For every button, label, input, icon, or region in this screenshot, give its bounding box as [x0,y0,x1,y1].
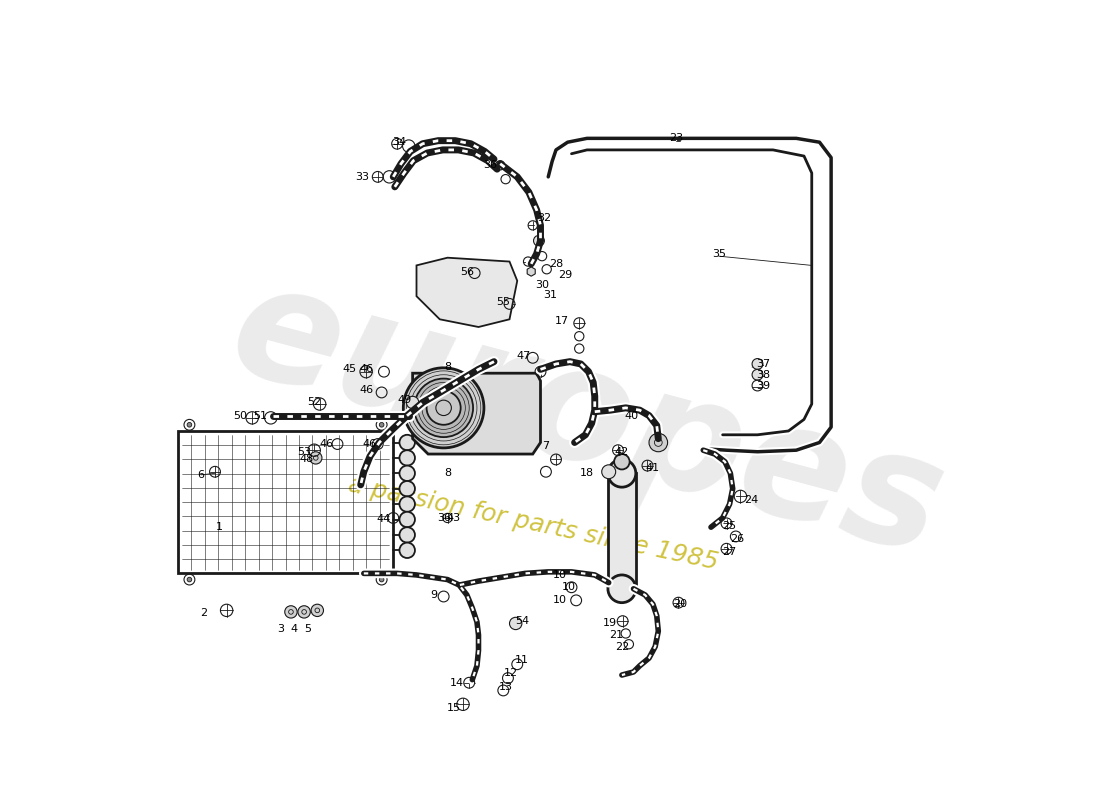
Polygon shape [412,373,540,454]
Circle shape [752,370,763,380]
Text: 49: 49 [398,395,412,405]
Circle shape [399,496,415,512]
Text: 51: 51 [253,410,267,421]
Text: 3: 3 [277,624,285,634]
Circle shape [309,452,322,464]
Text: 43: 43 [447,513,461,523]
Text: 33: 33 [355,172,370,182]
Text: 31: 31 [542,290,557,300]
Circle shape [399,435,415,450]
Text: 46: 46 [360,364,374,374]
Text: 18: 18 [580,468,594,478]
Text: 11: 11 [515,654,529,665]
Circle shape [406,396,419,409]
Text: 8: 8 [444,468,451,478]
Text: 47: 47 [516,351,530,362]
Circle shape [608,459,636,487]
Text: 22: 22 [615,642,629,651]
Text: 28: 28 [549,259,563,269]
Text: 8: 8 [444,362,451,372]
Circle shape [614,454,629,470]
Circle shape [415,378,473,437]
Text: 45: 45 [343,364,356,374]
Text: 36: 36 [483,160,497,170]
Text: 26: 26 [730,534,745,544]
Text: 27: 27 [722,547,736,557]
Text: 6: 6 [198,470,205,480]
Text: 15: 15 [447,703,461,713]
Text: 17: 17 [556,316,570,326]
Text: 19: 19 [603,618,617,629]
Text: 21: 21 [609,630,624,640]
Polygon shape [417,258,517,327]
Text: 56: 56 [460,266,474,277]
Circle shape [399,450,415,466]
Circle shape [399,512,415,527]
Circle shape [399,527,415,542]
Circle shape [187,578,191,582]
Bar [608,474,636,589]
Circle shape [427,391,461,425]
Circle shape [285,606,297,618]
Circle shape [752,358,763,370]
Text: 10: 10 [561,582,575,592]
Text: 4: 4 [290,624,298,634]
Circle shape [509,618,521,630]
Text: 20: 20 [673,599,688,610]
Text: 5: 5 [305,624,311,634]
Circle shape [404,368,484,448]
Text: 30: 30 [535,280,549,290]
Text: 53: 53 [297,446,311,457]
Text: 23: 23 [669,134,683,143]
Text: 2: 2 [200,609,207,618]
Text: 54: 54 [515,616,529,626]
Circle shape [311,604,323,617]
Text: a passion for parts since 1985: a passion for parts since 1985 [345,472,720,574]
Text: 55: 55 [496,298,510,307]
Circle shape [379,578,384,582]
Circle shape [649,434,668,452]
Polygon shape [527,267,536,276]
Circle shape [608,575,636,602]
Circle shape [399,466,415,481]
Text: 40: 40 [625,410,639,421]
Text: 38: 38 [757,370,771,380]
Circle shape [399,542,415,558]
Text: 37: 37 [757,359,771,369]
Text: 25: 25 [722,521,736,530]
Text: 1: 1 [216,522,222,532]
Text: 13: 13 [498,682,513,692]
Circle shape [187,422,191,427]
Circle shape [534,235,544,246]
Text: 10: 10 [553,570,566,580]
Text: europes: europes [216,250,959,589]
Text: 46: 46 [359,385,373,395]
Text: 41: 41 [645,463,659,473]
Text: 39: 39 [757,381,771,390]
Text: 46: 46 [362,439,376,449]
Circle shape [602,465,616,478]
Text: 50: 50 [233,410,246,421]
Text: 12: 12 [504,669,518,678]
Text: 32: 32 [537,213,551,222]
Text: 46: 46 [319,439,333,449]
Text: 9: 9 [430,590,437,600]
Text: 52: 52 [307,398,321,407]
Text: 34: 34 [393,138,407,147]
Bar [178,431,394,574]
Text: 10: 10 [553,595,566,606]
Text: 42: 42 [614,446,628,457]
Text: 29: 29 [558,270,572,280]
Text: 44: 44 [377,514,392,525]
Circle shape [379,422,384,427]
Circle shape [298,606,310,618]
Text: 24: 24 [745,495,758,506]
Text: 7: 7 [542,442,550,451]
Text: 35: 35 [712,249,726,259]
Text: 36: 36 [438,513,451,523]
Text: 14: 14 [450,678,464,688]
Circle shape [399,481,415,496]
Text: 48: 48 [299,454,314,465]
